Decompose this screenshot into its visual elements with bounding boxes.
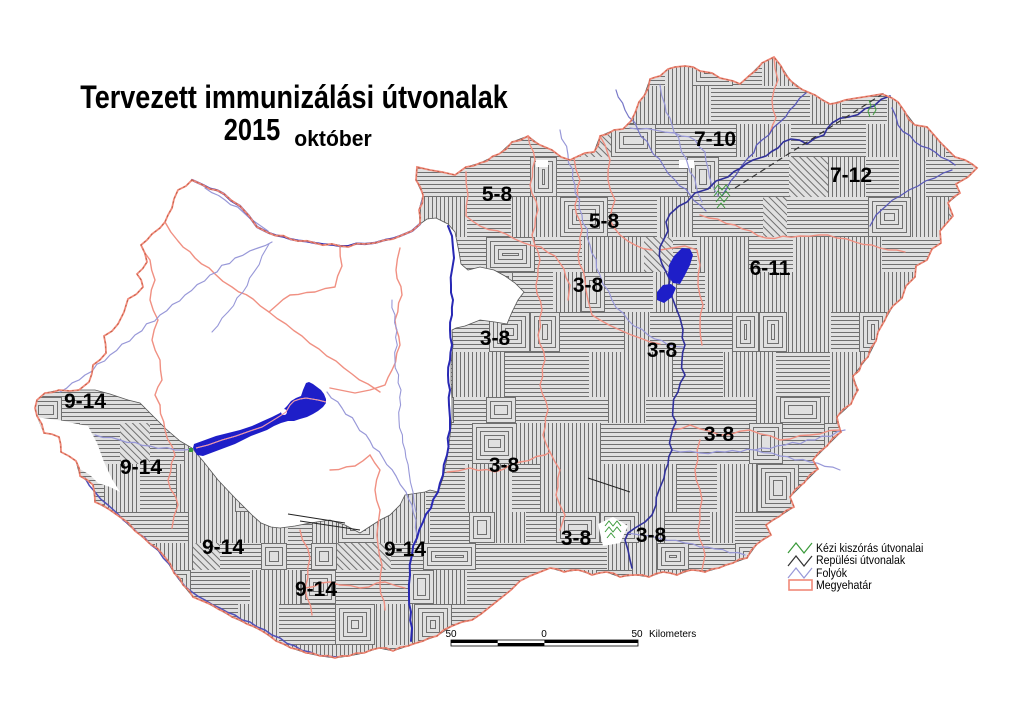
svg-text:október: október <box>294 126 372 152</box>
svg-text:3-8: 3-8 <box>561 527 592 550</box>
svg-text:7-10: 7-10 <box>694 128 736 151</box>
svg-text:0: 0 <box>541 629 547 640</box>
svg-text:Kilometers: Kilometers <box>649 629 696 640</box>
svg-text:9-14: 9-14 <box>64 390 106 413</box>
svg-text:Repülési útvonalak: Repülési útvonalak <box>816 554 906 567</box>
svg-text:3-8: 3-8 <box>480 327 511 350</box>
svg-text:2015: 2015 <box>224 113 281 148</box>
svg-text:6-11: 6-11 <box>750 257 791 280</box>
svg-text:Kézi kiszórás útvonalai: Kézi kiszórás útvonalai <box>816 542 923 555</box>
svg-text:Folyók: Folyók <box>816 567 847 580</box>
svg-text:Tervezett immunizálási útvonal: Tervezett immunizálási útvonalak <box>80 80 508 116</box>
svg-text:50: 50 <box>631 629 643 640</box>
svg-text:9-14: 9-14 <box>202 536 244 559</box>
svg-text:3-8: 3-8 <box>647 339 678 362</box>
svg-text:7-12: 7-12 <box>830 164 872 187</box>
svg-text:3-8: 3-8 <box>489 454 520 477</box>
svg-text:9-14: 9-14 <box>384 538 426 561</box>
svg-text:3-8: 3-8 <box>636 524 667 547</box>
svg-text:Megyehatár: Megyehatár <box>816 579 872 592</box>
svg-text:9-14: 9-14 <box>120 456 162 479</box>
svg-text:3-8: 3-8 <box>704 423 735 446</box>
svg-text:5-8: 5-8 <box>482 183 513 206</box>
svg-text:3-8: 3-8 <box>573 274 604 297</box>
svg-text:50: 50 <box>445 629 457 640</box>
svg-text:9-14: 9-14 <box>295 578 337 601</box>
svg-text:5-8: 5-8 <box>589 210 620 233</box>
